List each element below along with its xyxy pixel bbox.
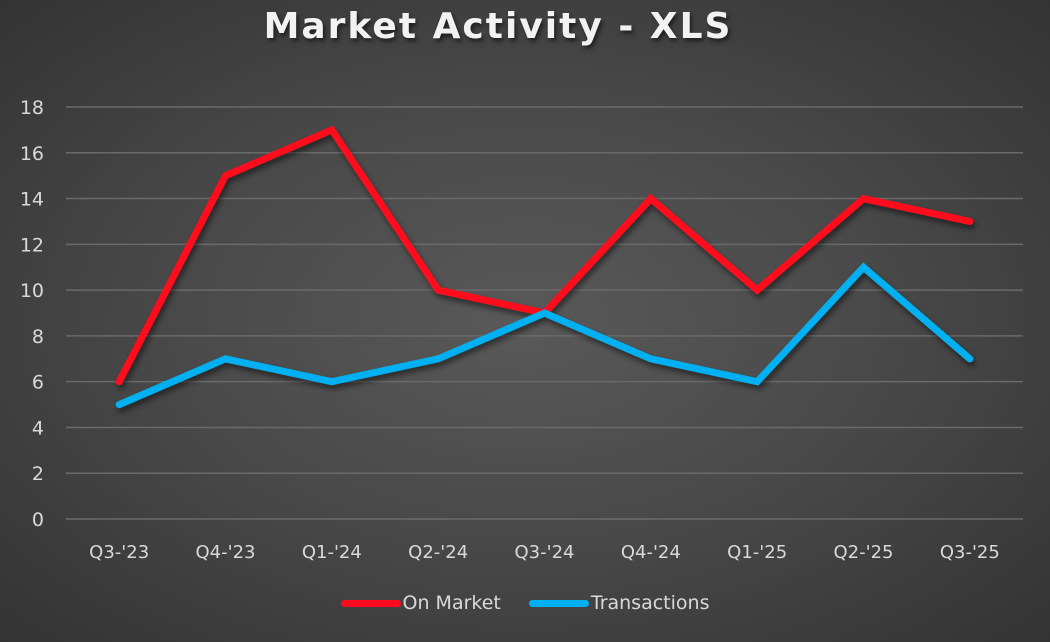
x-tick-label: Q1-'25	[727, 542, 787, 563]
y-tick-label: 14	[20, 189, 44, 211]
y-tick-label: 16	[20, 143, 44, 165]
y-tick-label: 0	[32, 509, 44, 531]
gridlines	[66, 106, 1023, 520]
series-lines	[115, 125, 974, 409]
transactions-swatch-icon	[528, 599, 589, 607]
x-tick-label: Q2-'25	[834, 542, 894, 563]
y-tick-label: 10	[20, 280, 44, 302]
x-axis-ticks: Q3-'23 Q4-'23 Q1-'24 Q2-'24 Q3-'24 Q4-'24 Q1-'…	[89, 542, 1000, 563]
x-tick-label: Q3-'25	[940, 542, 1000, 563]
y-tick-label: 6	[32, 372, 44, 394]
x-tick-label: Q1-'24	[302, 542, 362, 563]
x-tick-label: Q4-'23	[196, 542, 256, 563]
y-tick-label: 4	[32, 417, 44, 439]
y-axis-ticks: 0 2 4 6 8 10 12 14 16 18	[20, 97, 44, 531]
x-tick-label: Q3-'23	[89, 542, 149, 563]
x-tick-label: Q4-'24	[621, 542, 681, 563]
chart-title: Market Activity - XLS	[263, 6, 733, 47]
legend: On Market Transactions	[0, 592, 1050, 614]
y-tick-label: 12	[20, 234, 44, 256]
legend-label: On Market	[402, 592, 501, 614]
legend-item-transactions[interactable]: Transactions	[528, 592, 710, 614]
y-tick-label: 8	[32, 326, 44, 348]
x-tick-label: Q2-'24	[408, 542, 468, 563]
on-market-swatch-icon	[340, 599, 401, 607]
legend-label: Transactions	[590, 592, 710, 614]
series-line-transactions[interactable]	[115, 262, 974, 409]
legend-item-on-market[interactable]: On Market	[340, 592, 501, 614]
series-line-on-market[interactable]	[115, 125, 974, 386]
y-tick-label: 2	[32, 463, 44, 485]
x-tick-label: Q3-'24	[515, 542, 575, 563]
y-tick-label: 18	[20, 97, 44, 119]
